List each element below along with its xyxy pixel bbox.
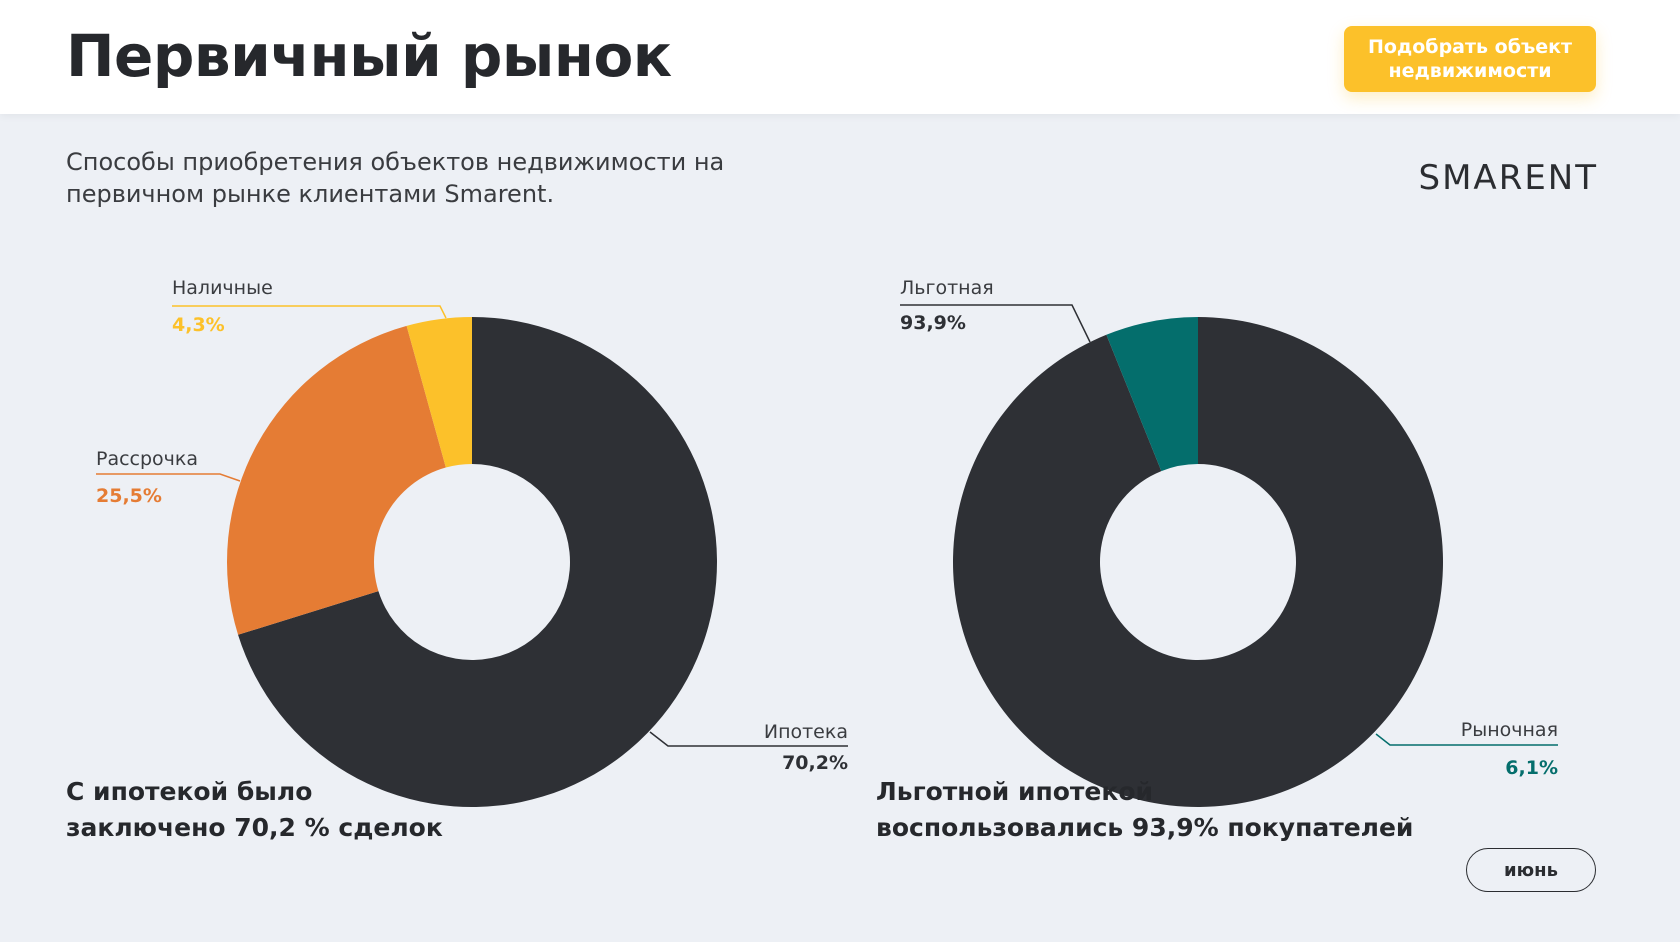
chart1-slice-1-value: 70,2% [782, 752, 848, 774]
page-title: Первичный рынок [66, 22, 672, 90]
find-property-button[interactable]: Подобрать объект недвижимости [1344, 26, 1596, 92]
header: Первичный рынок Подобрать объект недвижи… [0, 0, 1680, 114]
chart1-leader-3 [172, 305, 447, 319]
month-button[interactable]: июнь [1466, 848, 1596, 892]
chart1-slice-2 [226, 325, 446, 635]
chart1-slice-1 [238, 317, 718, 807]
chart1-slice-3-value: 4,3% [172, 314, 225, 336]
chart2-slice-2-name: Рыночная [1461, 719, 1558, 741]
summary-left: С ипотекой было заключено 70,2 % сделок [66, 777, 443, 842]
chart2-slice-1-name: Льготная [900, 277, 994, 299]
chart1-leader-2 [96, 473, 241, 482]
chart2-slice-2-value: 6,1% [1505, 757, 1558, 779]
summary-right: Льготной ипотекой воспользовались 93,9% … [876, 777, 1414, 842]
chart2-slice-2 [1106, 317, 1198, 472]
chart1-slice-2-name: Рассрочка [96, 448, 198, 470]
brand-logo: SMARENT [1418, 158, 1598, 198]
donut-charts: Ипотека 70,2% Рассрочка 25,5% Наличные 4,3% Ль… [96, 277, 1558, 807]
chart1-slice-1-name: Ипотека [764, 721, 848, 743]
chart2-leader-2 [1375, 733, 1558, 746]
chart1-slice-3 [406, 317, 472, 468]
chart1-slice-3-name: Наличные [172, 277, 273, 299]
main-content: Способы приобретения объектов недвижимос… [0, 114, 1680, 942]
chart2-leader-1 [900, 304, 1091, 343]
chart1-leader-1 [649, 731, 848, 747]
chart-subtitle: Способы приобретения объектов недвижимос… [66, 148, 725, 208]
chart2-slice-1 [952, 317, 1443, 807]
chart2-slice-1-value: 93,9% [900, 312, 966, 334]
chart1-slice-2-value: 25,5% [96, 485, 162, 507]
